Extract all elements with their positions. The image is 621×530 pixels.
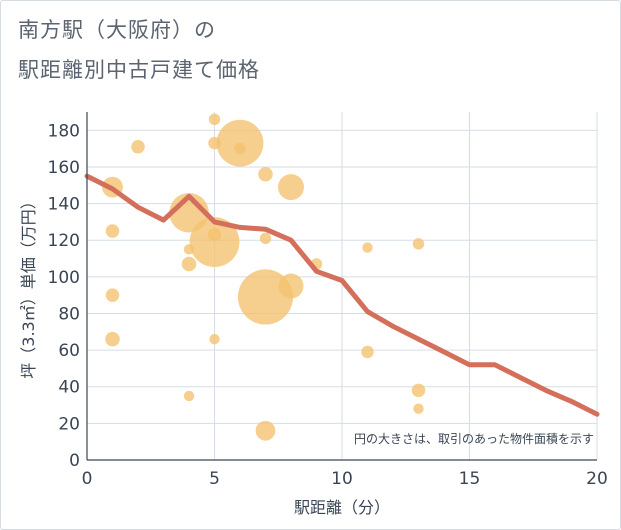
x-axis-label: 駅距離（分） — [294, 498, 390, 517]
y-tick-label: 160 — [48, 158, 80, 178]
y-tick-label: 40 — [58, 378, 80, 398]
x-tick-label: 0 — [82, 469, 93, 489]
bubble-point — [189, 217, 240, 268]
chart-title-line1: 南方駅（大阪府）の — [18, 18, 216, 42]
y-tick-label: 100 — [48, 268, 80, 288]
bubble-point — [234, 142, 246, 155]
bubble-point — [209, 333, 220, 345]
y-tick-label: 0 — [69, 451, 80, 471]
axes — [86, 112, 597, 461]
x-tick-label: 15 — [459, 469, 481, 489]
bubble-point — [412, 238, 425, 250]
x-tick-label: 5 — [209, 469, 220, 489]
bubble-point — [259, 232, 272, 245]
bubble-point — [411, 383, 426, 398]
bubble-point — [183, 390, 195, 402]
x-tick-label: 20 — [586, 469, 608, 489]
y-tick-label: 120 — [48, 231, 80, 251]
grid-lines — [87, 112, 598, 460]
bubble-point — [255, 420, 276, 441]
y-tick-label: 140 — [48, 195, 80, 215]
y-axis-label: 坪（3.3㎡）単価（万円） — [19, 193, 38, 378]
y-tick-label: 80 — [58, 304, 80, 324]
bubble-size-note: 円の大きさは、取引のあった物件面積を示す — [354, 431, 594, 446]
y-tick-label: 60 — [58, 341, 80, 361]
bubble-point — [105, 331, 120, 347]
bubble-point — [181, 256, 197, 272]
bubble-point — [362, 242, 373, 253]
bubble-point — [208, 113, 221, 126]
bubble-point — [105, 288, 120, 302]
bubble-series — [102, 113, 426, 441]
y-tick-label: 20 — [58, 414, 80, 434]
x-tick-label: 10 — [331, 469, 353, 489]
chart-title-line2: 駅距離別中古戸建て価格 — [18, 58, 260, 82]
trend-line — [84, 173, 600, 417]
bubble-point — [278, 174, 304, 201]
bubble-point — [413, 403, 424, 414]
tick-labels: 0 20 40 60 80 100 120 140 160 180 0 5 10 15 20 — [48, 121, 608, 489]
bubble-point — [105, 224, 120, 238]
bubble-point — [258, 166, 273, 182]
bubble-point — [361, 345, 374, 359]
bubble-point — [278, 273, 304, 299]
bubble-point — [131, 140, 145, 154]
y-tick-label: 180 — [48, 121, 80, 141]
